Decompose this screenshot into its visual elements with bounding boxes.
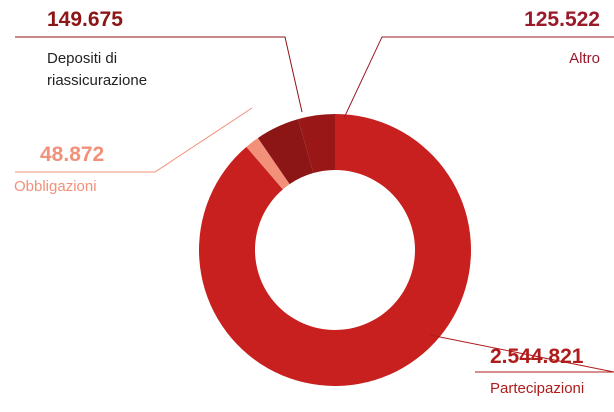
category-label: Partecipazioni	[490, 380, 585, 397]
leader-line	[343, 36, 614, 119]
value-label: 125.522	[524, 8, 600, 31]
leader-line	[15, 36, 303, 113]
donut-slice	[246, 137, 290, 190]
donut-slice	[257, 119, 314, 185]
value-label: 149.675	[47, 8, 123, 31]
leader-line	[15, 107, 253, 173]
category-label: Obbligazioni	[14, 178, 97, 195]
donut-slice	[199, 114, 471, 386]
value-label: 2.544.821	[490, 345, 584, 368]
leader-line	[429, 334, 614, 373]
category-label: Altro	[569, 50, 600, 67]
donut-slice	[298, 114, 335, 174]
value-label: 48.872	[40, 143, 105, 166]
category-label: Depositi di riassicurazione	[47, 50, 148, 89]
